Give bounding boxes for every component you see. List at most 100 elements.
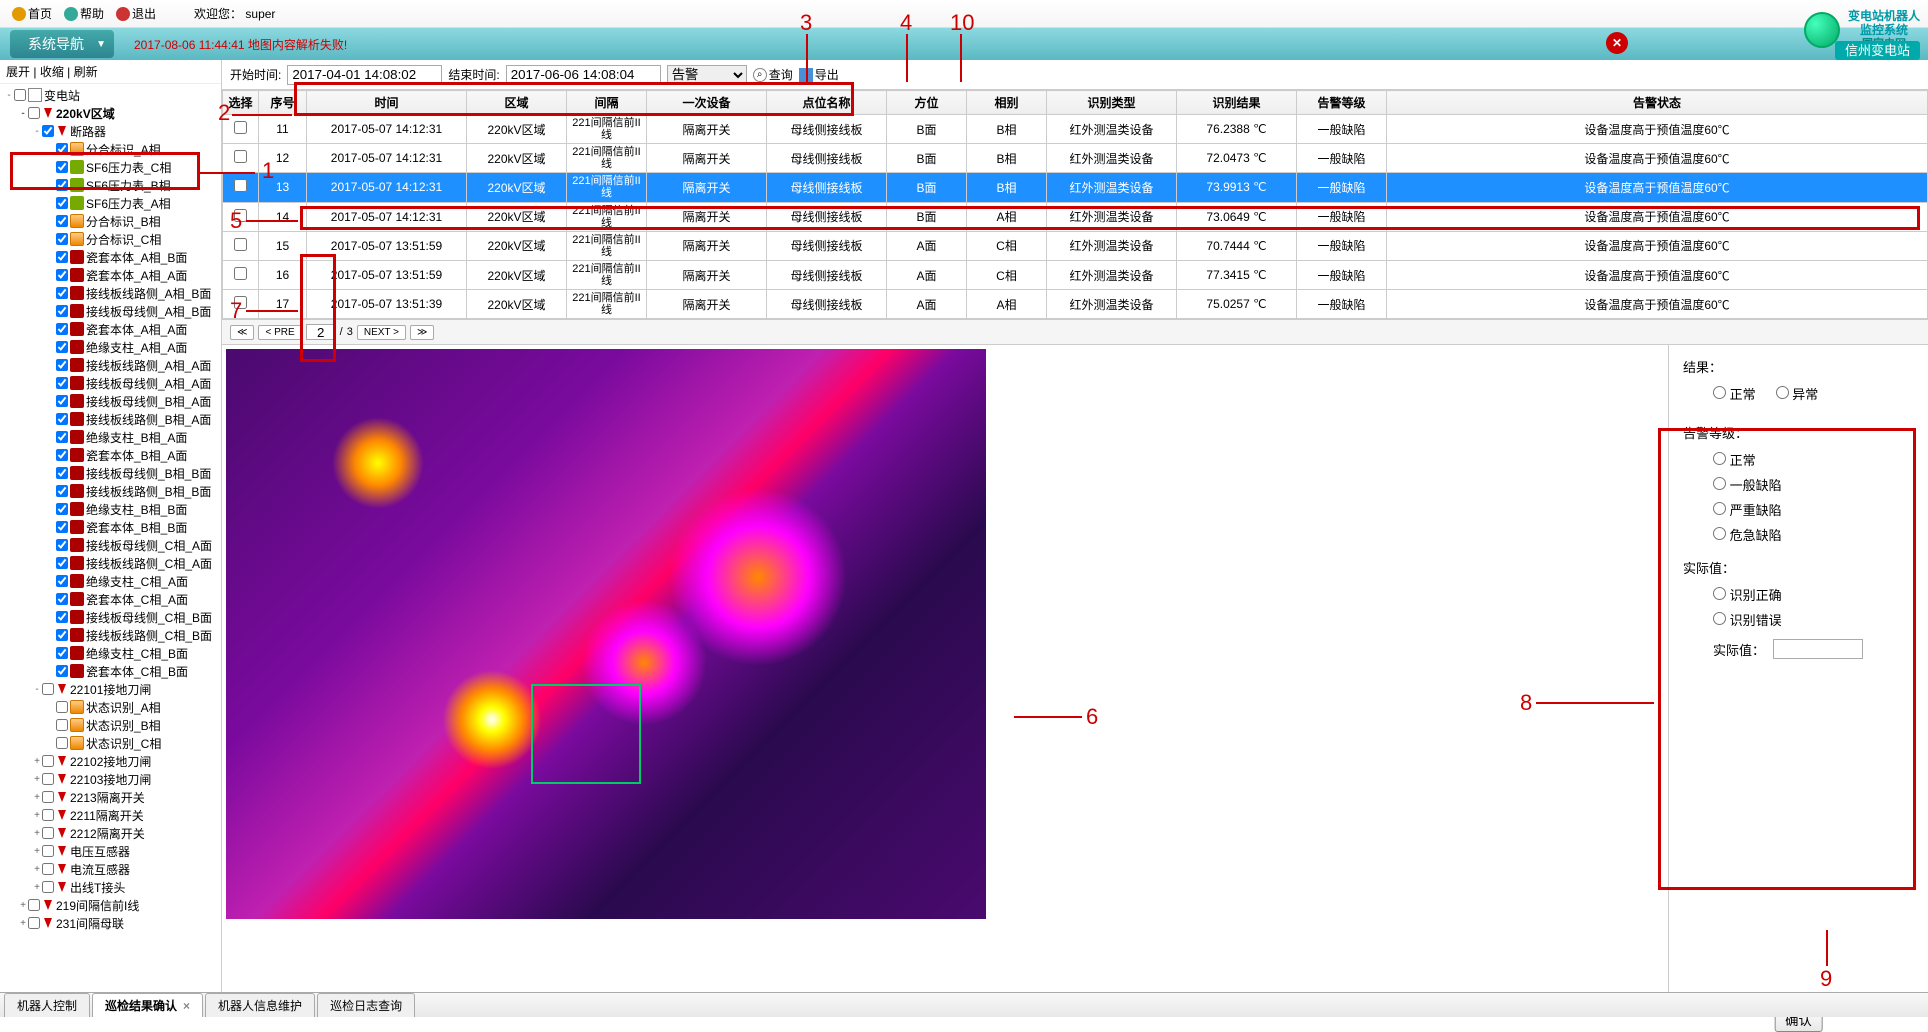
tree-node[interactable]: 瓷套本体_B相_A面 [4,446,221,464]
tree-checkbox[interactable] [42,845,54,857]
tree-node[interactable]: -断路器 [4,122,221,140]
bottom-tab[interactable]: 巡检日志查询 [317,993,415,1017]
tree-checkbox[interactable] [56,197,68,209]
tree-node[interactable]: 瓷套本体_A相_A面 [4,266,221,284]
tree-checkbox[interactable] [42,791,54,803]
tree-node[interactable]: 接线板母线侧_A相_B面 [4,302,221,320]
tree-expand-icon[interactable]: + [32,810,42,821]
row-checkbox[interactable] [234,267,247,280]
result-option[interactable]: 异常 [1776,384,1819,403]
tree-checkbox[interactable] [42,125,54,137]
pager-next-button[interactable]: NEXT > [357,325,406,340]
tree-node[interactable]: 绝缘支柱_A相_A面 [4,338,221,356]
tree-node[interactable]: 绝缘支柱_C相_A面 [4,572,221,590]
tree-node[interactable]: 分合标识_B相 [4,212,221,230]
tree-collapse-button[interactable]: 收缩 [40,65,64,79]
tree-checkbox[interactable] [56,521,68,533]
tree-expand-icon[interactable]: - [32,126,42,137]
tree-node[interactable]: 瓷套本体_A相_A面 [4,320,221,338]
tree-checkbox[interactable] [56,377,68,389]
tree-checkbox[interactable] [56,539,68,551]
tree-node[interactable]: 接线板母线侧_C相_A面 [4,536,221,554]
tree-checkbox[interactable] [56,629,68,641]
tree-node[interactable]: 接线板线路侧_A相_A面 [4,356,221,374]
tree-checkbox[interactable] [56,575,68,587]
tree-node[interactable]: +出线T接头 [4,878,221,896]
table-row[interactable]: 122017-05-07 14:12:31220kV区域221间隔信前II线隔离… [223,144,1928,173]
tree-checkbox[interactable] [56,737,68,749]
tree-expand-icon[interactable]: - [18,108,28,119]
tree-node[interactable]: +电流互感器 [4,860,221,878]
table-row[interactable]: 152017-05-07 13:51:59220kV区域221间隔信前II线隔离… [223,231,1928,260]
tree-checkbox[interactable] [56,395,68,407]
tree-expand-icon[interactable]: + [32,882,42,893]
result-radio[interactable] [1713,386,1726,399]
tree-checkbox[interactable] [56,341,68,353]
tree-node[interactable]: 接线板母线侧_A相_A面 [4,374,221,392]
tab-close-icon[interactable]: × [183,999,190,1013]
device-tree[interactable]: -变电站-220kV区域-断路器分合标识_A相SF6压力表_C相SF6压力表_B… [0,84,221,992]
tree-checkbox[interactable] [42,881,54,893]
tree-node[interactable]: 接线板线路侧_B相_B面 [4,482,221,500]
tree-expand-icon[interactable]: + [18,900,28,911]
tree-expand-icon[interactable]: + [32,864,42,875]
tree-refresh-button[interactable]: 刷新 [74,65,98,79]
row-checkbox[interactable] [234,179,247,192]
tree-checkbox[interactable] [56,449,68,461]
tree-node[interactable]: +22103接地刀闸 [4,770,221,788]
tree-checkbox[interactable] [56,287,68,299]
table-row[interactable]: 112017-05-07 14:12:31220kV区域221间隔信前II线隔离… [223,115,1928,144]
bottom-tab[interactable]: 巡检结果确认× [92,993,203,1017]
tree-expand-icon[interactable]: + [32,846,42,857]
pager-prev-button[interactable]: < PRE [258,325,301,340]
tree-checkbox[interactable] [28,899,40,911]
tree-node[interactable]: +电压互感器 [4,842,221,860]
tree-node[interactable]: -22101接地刀闸 [4,680,221,698]
tree-node[interactable]: -变电站 [4,86,221,104]
tree-node[interactable]: 接线板母线侧_B相_B面 [4,464,221,482]
tree-checkbox[interactable] [56,215,68,227]
tree-node[interactable]: 瓷套本体_C相_A面 [4,590,221,608]
bottom-tab[interactable]: 机器人控制 [4,993,90,1017]
tree-node[interactable]: 接线板母线侧_C相_B面 [4,608,221,626]
tree-node[interactable]: +2213隔离开关 [4,788,221,806]
tree-node[interactable]: +231间隔母联 [4,914,221,932]
bottom-tab[interactable]: 机器人信息维护 [205,993,315,1017]
grid-header[interactable]: 识别结果 [1177,91,1297,115]
tree-checkbox[interactable] [56,557,68,569]
tree-checkbox[interactable] [56,611,68,623]
tree-checkbox[interactable] [56,431,68,443]
tree-checkbox[interactable] [28,107,40,119]
tree-node[interactable]: +2211隔离开关 [4,806,221,824]
tree-checkbox[interactable] [56,701,68,713]
tree-checkbox[interactable] [42,755,54,767]
tree-checkbox[interactable] [56,323,68,335]
tree-node[interactable]: +2212隔离开关 [4,824,221,842]
tree-expand-icon[interactable]: + [32,792,42,803]
grid-header[interactable]: 告警状态 [1387,91,1928,115]
tree-expand-icon[interactable]: - [32,684,42,695]
grid-header[interactable]: 告警等级 [1297,91,1387,115]
tree-node[interactable]: 接线板线路侧_C相_A面 [4,554,221,572]
tree-checkbox[interactable] [56,665,68,677]
tree-node[interactable]: 瓷套本体_A相_B面 [4,248,221,266]
pager-last-button[interactable]: ≫ [410,325,434,340]
tree-node[interactable]: SF6压力表_A相 [4,194,221,212]
tree-checkbox[interactable] [56,305,68,317]
result-radio[interactable] [1776,386,1789,399]
tree-expand-icon[interactable]: + [32,828,42,839]
tree-checkbox[interactable] [56,251,68,263]
table-row[interactable]: 172017-05-07 13:51:39220kV区域221间隔信前II线隔离… [223,290,1928,319]
tree-checkbox[interactable] [56,719,68,731]
tree-node[interactable]: -220kV区域 [4,104,221,122]
pager-first-button[interactable]: ≪ [230,325,254,340]
close-icon[interactable]: ✕ [1606,32,1628,54]
tree-checkbox[interactable] [56,269,68,281]
tree-checkbox[interactable] [42,809,54,821]
tree-expand-button[interactable]: 展开 [6,65,30,79]
row-checkbox[interactable] [234,121,247,134]
tree-node[interactable]: 瓷套本体_B相_B面 [4,518,221,536]
result-option[interactable]: 正常 [1713,384,1756,403]
tree-node[interactable]: 接线板线路侧_C相_B面 [4,626,221,644]
tree-expand-icon[interactable]: + [32,774,42,785]
